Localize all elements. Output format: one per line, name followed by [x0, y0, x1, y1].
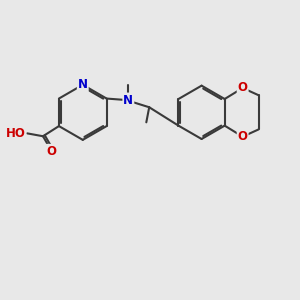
Text: O: O — [47, 145, 57, 158]
Text: HO: HO — [6, 127, 26, 140]
Text: N: N — [78, 78, 88, 91]
Text: O: O — [238, 82, 248, 94]
Text: O: O — [238, 130, 248, 143]
Text: N: N — [123, 94, 133, 106]
